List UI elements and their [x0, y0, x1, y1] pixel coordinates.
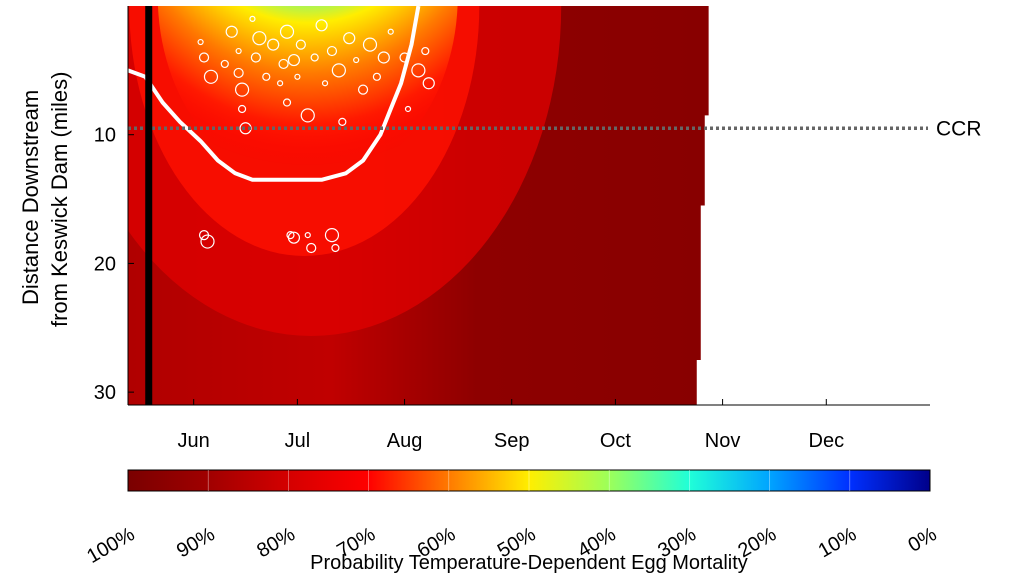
- observation-point: [387, 28, 394, 35]
- observation-point: [286, 231, 295, 240]
- observation-point: [331, 63, 346, 78]
- observation-point: [235, 47, 242, 55]
- observation-point: [404, 105, 412, 113]
- observation-point: [357, 84, 369, 95]
- x-tick-label: Sep: [494, 430, 530, 452]
- observation-point: [377, 51, 390, 64]
- y-tick-label: 30: [94, 382, 116, 404]
- observation-point: [295, 39, 306, 50]
- observation-point: [321, 80, 329, 87]
- observation-point: [267, 38, 280, 51]
- x-tick-label: Aug: [387, 430, 423, 452]
- observation-point: [372, 72, 381, 81]
- observation-point: [338, 117, 347, 126]
- observation-point: [225, 25, 238, 38]
- observation-point: [237, 104, 247, 114]
- observation-point: [252, 31, 267, 46]
- x-tick-label: Oct: [600, 430, 632, 452]
- colorbar-tick-label: 80%: [253, 523, 299, 562]
- observation-point: [300, 108, 315, 123]
- observation-point: [287, 231, 301, 244]
- observation-point: [353, 56, 360, 64]
- observation-point: [421, 46, 430, 56]
- x-tick-label: Jul: [285, 430, 311, 452]
- observation-point: [422, 77, 435, 90]
- observation-point: [343, 32, 356, 45]
- observation-point: [249, 15, 256, 22]
- observation-point: [310, 53, 319, 62]
- ccr-reference-line: CCR: [128, 117, 982, 140]
- observation-point: [326, 45, 338, 57]
- observation-point: [198, 52, 210, 63]
- x-tick-label: Dec: [809, 430, 845, 452]
- observation-point: [331, 243, 340, 253]
- observation-point: [262, 72, 271, 81]
- ccr-label: CCR: [936, 117, 982, 140]
- observation-point: [234, 82, 250, 97]
- colorbar-tick-label: 100%: [83, 523, 138, 568]
- observation-point: [324, 228, 340, 243]
- observation-points: [197, 15, 435, 254]
- contour-line: [127, 5, 421, 182]
- observation-point: [362, 37, 378, 52]
- heatmap-clip-group: [128, 6, 709, 405]
- y-tick-label: 10: [94, 125, 116, 147]
- x-tick-label: Jun: [178, 430, 210, 452]
- observation-point: [287, 53, 301, 67]
- observation-point: [304, 232, 311, 239]
- x-tick-label: Nov: [705, 430, 741, 452]
- observation-point: [203, 69, 219, 84]
- observation-point: [220, 59, 229, 69]
- heatmap-cool-region: [157, 6, 458, 186]
- heatmap-field: [128, 6, 709, 405]
- observation-point: [250, 52, 262, 63]
- observation-point: [239, 122, 252, 135]
- observation-point: [315, 19, 328, 32]
- observation-point: [279, 24, 295, 39]
- colorbar-tick-label: 0%: [904, 523, 940, 557]
- observation-point: [233, 67, 244, 79]
- colorbar-tick-label: 10%: [815, 523, 861, 562]
- observation-point: [306, 242, 317, 254]
- colorbar: 100% 90% 80% 70% 60% 50% 40% 30% 20% 10% 0%Probabi…: [83, 469, 941, 574]
- observation-point: [399, 52, 410, 63]
- observation-point: [282, 98, 292, 107]
- observation-point: [278, 58, 289, 70]
- colorbar-label: Probability Temperature-Dependent Egg Mo…: [310, 552, 748, 574]
- observation-point: [277, 80, 284, 87]
- observation-point: [197, 38, 204, 46]
- observation-point: [294, 73, 301, 80]
- axes: Jun Jul Aug Sep Oct Nov Dec 10 20 30: [94, 6, 930, 452]
- colorbar-tick-label: 90%: [173, 523, 219, 562]
- mortality-contour-80: [127, 5, 421, 182]
- observation-point: [200, 234, 215, 249]
- observation-point: [411, 63, 426, 78]
- y-tick-label: 20: [94, 253, 116, 275]
